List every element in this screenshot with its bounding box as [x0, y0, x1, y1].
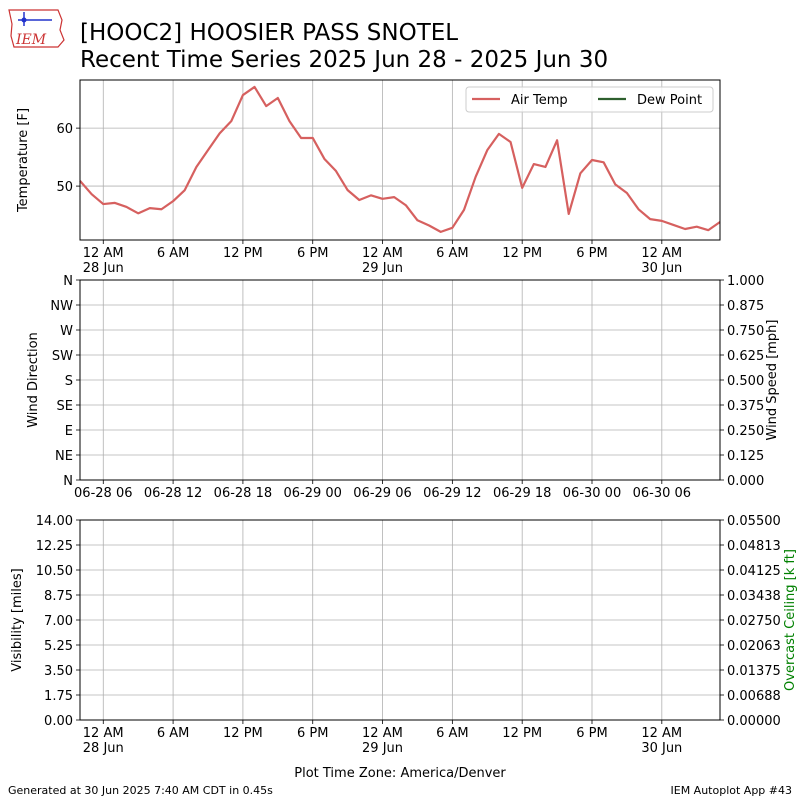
x-tick-label: 06-29 00: [283, 486, 342, 501]
y-tick-label: N: [63, 274, 73, 289]
x-tick-label: 6 PM: [576, 246, 608, 261]
y-tick-label: SE: [57, 399, 73, 414]
y-tick-label: 8.75: [44, 589, 73, 604]
x-tick-label: 12 PM: [223, 246, 263, 261]
x-tick-label: 06-28 06: [74, 486, 133, 501]
y-tick-label: 5.25: [44, 639, 73, 654]
plot-frame: [79, 279, 721, 481]
x-tick-label: 06-28 12: [143, 486, 203, 501]
y2-tick-label: 0.750: [727, 324, 764, 339]
y-tick-label: 0.00: [44, 714, 73, 729]
x-tick-label: 06-29 06: [353, 486, 412, 501]
x-tick-label: 06-29 12: [423, 486, 482, 501]
x-tick-label: 6 PM: [296, 726, 329, 741]
y-tick-label: SW: [52, 349, 73, 364]
y-tick-label: 10.50: [36, 564, 73, 579]
footer-left: Generated at 30 Jun 2025 7:40 AM CDT in …: [8, 784, 273, 797]
footer-right: IEM Autoplot App #43: [671, 784, 793, 797]
logo-dot: [21, 17, 27, 23]
y-axis-label: Wind Direction: [26, 332, 41, 428]
y-tick-label: NE: [55, 449, 73, 464]
x-tick-label: 6 AM: [156, 726, 190, 741]
y-tick-label: 3.50: [44, 664, 73, 679]
y-tick-label: 1.75: [44, 689, 73, 704]
y2-tick-label: 0.250: [727, 424, 764, 439]
y2-tick-label: 0.625: [727, 349, 764, 364]
plot-frame: [79, 79, 721, 241]
y2-tick-label: 0.02063: [727, 639, 781, 654]
x-tick-label: 6 AM: [436, 246, 469, 261]
y-tick-label: E: [65, 424, 73, 439]
y2-tick-label: 0.500: [727, 374, 764, 389]
y2-axis-label: Wind Speed [mph]: [765, 320, 780, 441]
y2-tick-label: 0.05500: [727, 514, 781, 529]
y2-tick-label: 0.04813: [727, 539, 781, 554]
legend-label: Dew Point: [637, 93, 702, 108]
x-tick-label: 6 AM: [436, 726, 469, 741]
x-tick-label: 12 PM: [502, 726, 543, 741]
y2-tick-label: 0.000: [727, 474, 764, 489]
x-tick-label: 6 PM: [576, 726, 608, 741]
chart-title: [HOOC2] HOOSIER PASS SNOTEL: [80, 20, 458, 46]
y-tick-label: W: [60, 324, 73, 339]
y-axis-label: Visibility [miles]: [10, 568, 25, 671]
x-tick-label: 6 AM: [156, 246, 190, 261]
y-tick-label: 7.00: [44, 614, 73, 629]
y-tick-label: S: [65, 374, 73, 389]
logo-outline: [8, 9, 65, 48]
x-tick-label: 12 PM: [223, 726, 263, 741]
x-tick-label: 06-28 18: [213, 486, 273, 501]
x-tick-label: 6 PM: [296, 246, 329, 261]
y2-tick-label: 0.03438: [727, 589, 781, 604]
x-tick-label: 06-30 06: [632, 486, 692, 501]
y-tick-label: NW: [50, 299, 73, 314]
x-tick-label: 12 AM 29 Jun: [362, 246, 404, 276]
y2-tick-label: 0.375: [727, 399, 764, 414]
chart-subtitle: Recent Time Series 2025 Jun 28 - 2025 Ju…: [80, 47, 608, 73]
x-tick-label: 12 AM 30 Jun: [641, 726, 683, 756]
y2-tick-label: 0.00000: [727, 714, 781, 729]
x-tick-label: 06-30 00: [562, 486, 622, 501]
y2-tick-label: 0.01375: [727, 664, 781, 679]
y-tick-label: 60: [56, 122, 73, 137]
x-tick-label: 06-29 18: [492, 486, 552, 501]
y2-axis-label: Overcast Ceiling [k ft]: [783, 549, 798, 691]
legend-box: [465, 86, 714, 113]
y-tick-label: 12.25: [36, 539, 73, 554]
y-axis-label: Temperature [F]: [16, 108, 31, 213]
plot-frame: [79, 519, 721, 721]
x-axis-label: Plot Time Zone: America/Denver: [294, 766, 506, 781]
legend-label: Air Temp: [511, 93, 568, 108]
y2-tick-label: 1.000: [727, 274, 764, 289]
y-tick-label: 50: [56, 180, 73, 195]
y2-tick-label: 0.125: [727, 449, 764, 464]
line-series: [79, 85, 721, 233]
y2-tick-label: 0.875: [727, 299, 764, 314]
x-tick-label: 12 AM 30 Jun: [641, 246, 683, 276]
x-tick-label: 12 AM 28 Jun: [82, 726, 124, 756]
y-tick-label: 14.00: [36, 514, 73, 529]
x-tick-label: 12 AM 29 Jun: [362, 726, 404, 756]
logo-text: IEM: [15, 32, 47, 48]
y2-tick-label: 0.02750: [727, 614, 781, 629]
x-tick-label: 12 AM 28 Jun: [82, 246, 124, 276]
y2-tick-label: 0.00688: [727, 689, 781, 704]
y2-tick-label: 0.04125: [727, 564, 781, 579]
x-tick-label: 12 PM: [502, 246, 543, 261]
logo: IEM: [8, 9, 65, 48]
y-tick-label: N: [63, 474, 73, 489]
